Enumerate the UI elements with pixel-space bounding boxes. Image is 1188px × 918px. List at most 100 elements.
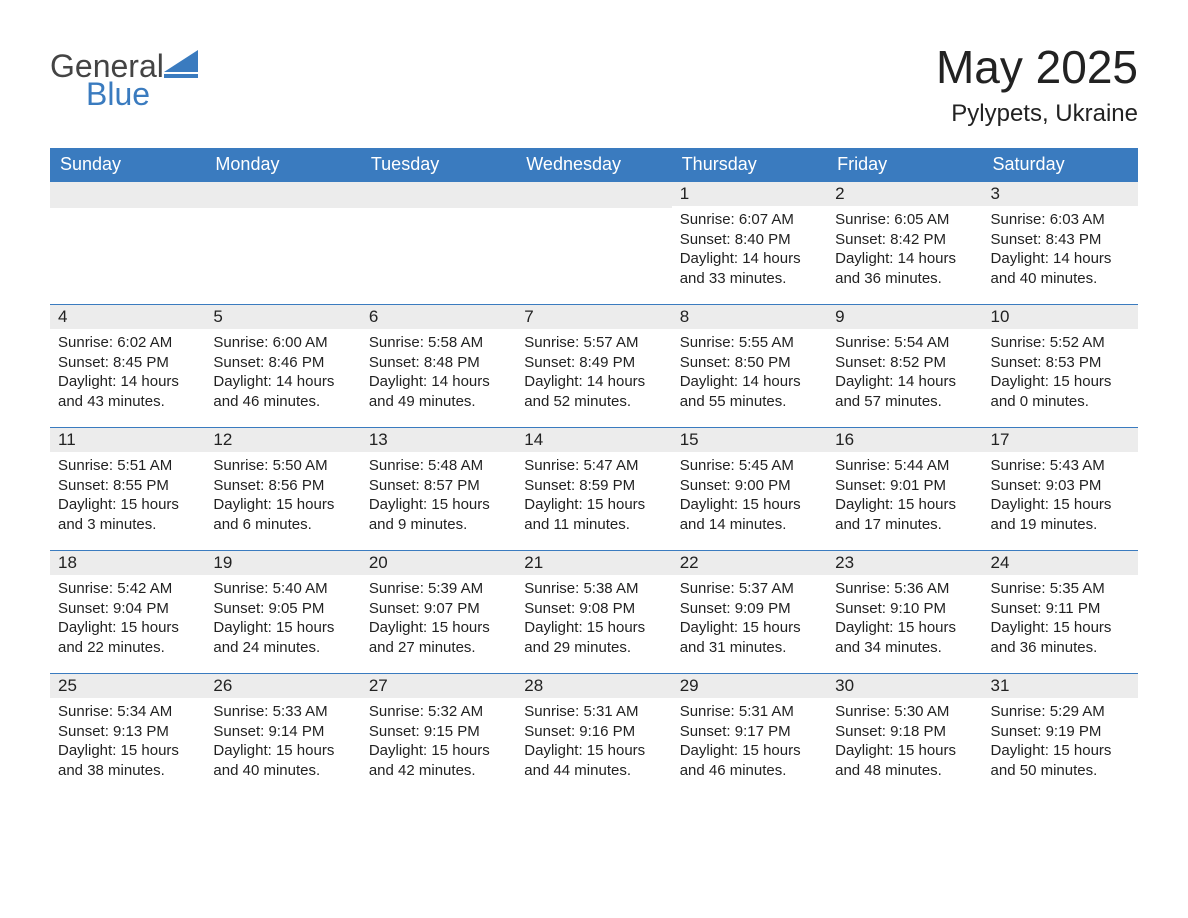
daylight-text: Daylight: 14 hours and 46 minutes. <box>213 372 352 411</box>
daylight-text: Daylight: 15 hours and 19 minutes. <box>991 495 1130 534</box>
day-number: 21 <box>516 551 671 575</box>
day-number: 18 <box>50 551 205 575</box>
sunset-text: Sunset: 9:13 PM <box>58 722 197 742</box>
sunset-text: Sunset: 8:57 PM <box>369 476 508 496</box>
day-details: Sunrise: 6:03 AMSunset: 8:43 PMDaylight:… <box>983 206 1138 294</box>
day-details: Sunrise: 5:29 AMSunset: 9:19 PMDaylight:… <box>983 698 1138 786</box>
calendar-day-cell: 22Sunrise: 5:37 AMSunset: 9:09 PMDayligh… <box>672 551 827 674</box>
day-details: Sunrise: 5:31 AMSunset: 9:17 PMDaylight:… <box>672 698 827 786</box>
calendar-week-row: 1Sunrise: 6:07 AMSunset: 8:40 PMDaylight… <box>50 182 1138 305</box>
day-number <box>361 182 516 208</box>
daylight-text: Daylight: 15 hours and 48 minutes. <box>835 741 974 780</box>
daylight-text: Daylight: 15 hours and 44 minutes. <box>524 741 663 780</box>
day-number <box>50 182 205 208</box>
daylight-text: Daylight: 15 hours and 27 minutes. <box>369 618 508 657</box>
sunset-text: Sunset: 9:07 PM <box>369 599 508 619</box>
day-number: 19 <box>205 551 360 575</box>
day-details: Sunrise: 5:54 AMSunset: 8:52 PMDaylight:… <box>827 329 982 417</box>
sunset-text: Sunset: 8:45 PM <box>58 353 197 373</box>
calendar-day-cell: 21Sunrise: 5:38 AMSunset: 9:08 PMDayligh… <box>516 551 671 674</box>
day-number: 23 <box>827 551 982 575</box>
calendar-day-cell: 15Sunrise: 5:45 AMSunset: 9:00 PMDayligh… <box>672 428 827 551</box>
day-number: 16 <box>827 428 982 452</box>
calendar-day-cell: 16Sunrise: 5:44 AMSunset: 9:01 PMDayligh… <box>827 428 982 551</box>
day-number: 12 <box>205 428 360 452</box>
calendar-week-row: 18Sunrise: 5:42 AMSunset: 9:04 PMDayligh… <box>50 551 1138 674</box>
sunrise-text: Sunrise: 5:48 AM <box>369 456 508 476</box>
daylight-text: Daylight: 14 hours and 33 minutes. <box>680 249 819 288</box>
calendar-day-cell: 29Sunrise: 5:31 AMSunset: 9:17 PMDayligh… <box>672 674 827 797</box>
sunset-text: Sunset: 8:50 PM <box>680 353 819 373</box>
sunset-text: Sunset: 8:59 PM <box>524 476 663 496</box>
day-number: 5 <box>205 305 360 329</box>
brand-word-2: Blue <box>86 78 198 110</box>
calendar-day-cell: 9Sunrise: 5:54 AMSunset: 8:52 PMDaylight… <box>827 305 982 428</box>
daylight-text: Daylight: 14 hours and 49 minutes. <box>369 372 508 411</box>
title-block: May 2025 Pylypets, Ukraine <box>936 40 1138 128</box>
sunrise-text: Sunrise: 5:40 AM <box>213 579 352 599</box>
sunrise-text: Sunrise: 5:57 AM <box>524 333 663 353</box>
day-details: Sunrise: 5:52 AMSunset: 8:53 PMDaylight:… <box>983 329 1138 417</box>
sunrise-text: Sunrise: 5:32 AM <box>369 702 508 722</box>
sunset-text: Sunset: 9:10 PM <box>835 599 974 619</box>
sunset-text: Sunset: 8:40 PM <box>680 230 819 250</box>
day-number <box>205 182 360 208</box>
sunrise-text: Sunrise: 5:54 AM <box>835 333 974 353</box>
sunrise-text: Sunrise: 5:38 AM <box>524 579 663 599</box>
sunrise-text: Sunrise: 5:31 AM <box>524 702 663 722</box>
day-number: 10 <box>983 305 1138 329</box>
calendar-day-cell: 13Sunrise: 5:48 AMSunset: 8:57 PMDayligh… <box>361 428 516 551</box>
calendar-day-cell: 17Sunrise: 5:43 AMSunset: 9:03 PMDayligh… <box>983 428 1138 551</box>
daylight-text: Daylight: 15 hours and 17 minutes. <box>835 495 974 534</box>
calendar-day-cell: 24Sunrise: 5:35 AMSunset: 9:11 PMDayligh… <box>983 551 1138 674</box>
sunset-text: Sunset: 9:19 PM <box>991 722 1130 742</box>
day-number: 7 <box>516 305 671 329</box>
calendar-body: 1Sunrise: 6:07 AMSunset: 8:40 PMDaylight… <box>50 182 1138 797</box>
sunset-text: Sunset: 9:14 PM <box>213 722 352 742</box>
calendar-day-cell: 30Sunrise: 5:30 AMSunset: 9:18 PMDayligh… <box>827 674 982 797</box>
sunset-text: Sunset: 8:53 PM <box>991 353 1130 373</box>
sunrise-text: Sunrise: 5:34 AM <box>58 702 197 722</box>
header: General Blue May 2025 Pylypets, Ukraine <box>50 40 1138 128</box>
day-details: Sunrise: 5:37 AMSunset: 9:09 PMDaylight:… <box>672 575 827 663</box>
weekday-header: Thursday <box>672 148 827 182</box>
daylight-text: Daylight: 15 hours and 3 minutes. <box>58 495 197 534</box>
daylight-text: Daylight: 15 hours and 29 minutes. <box>524 618 663 657</box>
calendar-day-cell: 23Sunrise: 5:36 AMSunset: 9:10 PMDayligh… <box>827 551 982 674</box>
day-number: 28 <box>516 674 671 698</box>
sunrise-text: Sunrise: 5:50 AM <box>213 456 352 476</box>
sunset-text: Sunset: 8:49 PM <box>524 353 663 373</box>
day-number: 29 <box>672 674 827 698</box>
day-details <box>50 208 205 218</box>
sunset-text: Sunset: 8:46 PM <box>213 353 352 373</box>
day-details: Sunrise: 6:07 AMSunset: 8:40 PMDaylight:… <box>672 206 827 294</box>
day-number: 17 <box>983 428 1138 452</box>
sunrise-text: Sunrise: 5:31 AM <box>680 702 819 722</box>
calendar-day-cell: 25Sunrise: 5:34 AMSunset: 9:13 PMDayligh… <box>50 674 205 797</box>
sunset-text: Sunset: 8:43 PM <box>991 230 1130 250</box>
sunset-text: Sunset: 9:11 PM <box>991 599 1130 619</box>
calendar-day-cell: 20Sunrise: 5:39 AMSunset: 9:07 PMDayligh… <box>361 551 516 674</box>
brand-triangle-icon <box>164 50 198 78</box>
daylight-text: Daylight: 15 hours and 40 minutes. <box>213 741 352 780</box>
sunrise-text: Sunrise: 6:03 AM <box>991 210 1130 230</box>
sunset-text: Sunset: 8:52 PM <box>835 353 974 373</box>
sunrise-text: Sunrise: 5:45 AM <box>680 456 819 476</box>
calendar-day-cell: 14Sunrise: 5:47 AMSunset: 8:59 PMDayligh… <box>516 428 671 551</box>
daylight-text: Daylight: 15 hours and 46 minutes. <box>680 741 819 780</box>
sunrise-text: Sunrise: 6:07 AM <box>680 210 819 230</box>
day-details: Sunrise: 5:50 AMSunset: 8:56 PMDaylight:… <box>205 452 360 540</box>
daylight-text: Daylight: 15 hours and 11 minutes. <box>524 495 663 534</box>
sunrise-text: Sunrise: 5:52 AM <box>991 333 1130 353</box>
daylight-text: Daylight: 15 hours and 0 minutes. <box>991 372 1130 411</box>
day-number: 27 <box>361 674 516 698</box>
calendar-day-cell: 1Sunrise: 6:07 AMSunset: 8:40 PMDaylight… <box>672 182 827 305</box>
daylight-text: Daylight: 15 hours and 14 minutes. <box>680 495 819 534</box>
day-details: Sunrise: 5:51 AMSunset: 8:55 PMDaylight:… <box>50 452 205 540</box>
day-number: 20 <box>361 551 516 575</box>
daylight-text: Daylight: 15 hours and 6 minutes. <box>213 495 352 534</box>
sunset-text: Sunset: 8:55 PM <box>58 476 197 496</box>
sunrise-text: Sunrise: 6:00 AM <box>213 333 352 353</box>
calendar-day-cell: 10Sunrise: 5:52 AMSunset: 8:53 PMDayligh… <box>983 305 1138 428</box>
daylight-text: Daylight: 15 hours and 50 minutes. <box>991 741 1130 780</box>
